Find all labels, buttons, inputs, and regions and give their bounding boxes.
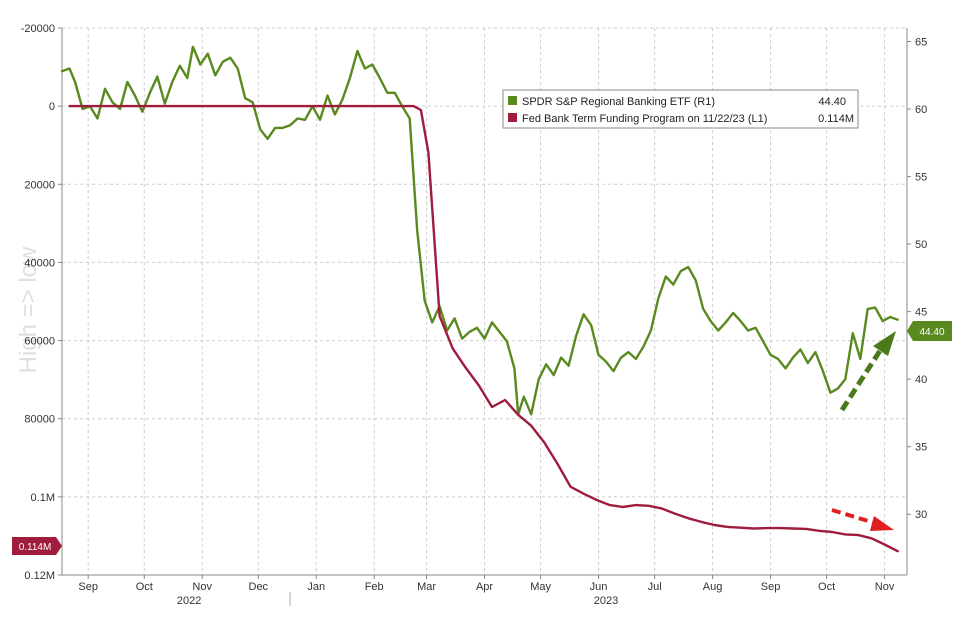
legend-box [502,89,859,129]
x-year-label: 2022 [177,595,201,607]
x-tick-label: Dec [249,581,269,593]
left-tick-label: 60000 [24,336,55,348]
trend-arrow-green-shaft [839,344,886,412]
trend-arrow-green-head [873,331,896,356]
legend-swatch-btfp [508,113,517,122]
x-tick-label: Aug [703,581,723,593]
x-tick-label: Apr [476,581,493,593]
trend-arrow-red [831,508,894,531]
x-axis: Sep Oct Nov Dec Jan Feb Mar Apr May Jun Jul Aug Sep O… [78,575,895,607]
x-tick-label: Oct [818,581,835,593]
x-tick-label: Sep [78,581,98,593]
right-tick-label: 35 [915,442,927,454]
left-tick-label: -20000 [21,23,55,35]
series-line-spdr-regional-banking-etf [60,45,899,416]
series-line-fed-btfp [68,104,899,553]
x-tick-label: Nov [875,581,895,593]
x-tick-label: Nov [192,581,212,593]
right-axis: 65 60 55 50 45 40 35 30 [907,37,927,521]
x-tick-label: Oct [136,581,153,593]
legend-value-spdr: 44.40 [818,96,846,108]
right-tick-label: 50 [915,239,927,251]
right-tick-label: 30 [915,509,927,521]
current-value-tag-btfp: 0.114M [12,537,62,555]
legend-swatch-spdr [508,96,517,105]
x-tick-label: Jun [590,581,608,593]
trend-arrow-red-shaft [831,508,879,526]
trend-arrow-green [839,331,896,412]
watermark: High => low [15,246,42,373]
left-tick-label: 40000 [24,257,55,269]
right-tick-label: 40 [915,374,927,386]
trend-arrow-red-head [870,516,894,531]
legend-label-spdr: SPDR S&P Regional Banking ETF (R1) [522,96,715,108]
current-value-tag-btfp-shape [12,537,62,555]
left-tick-label: 20000 [24,179,55,191]
legend-label-btfp: Fed Bank Term Funding Program on 11/22/2… [522,113,767,125]
current-value-tag-btfp-text: 0.114M [19,542,52,553]
right-tick-label: 45 [915,307,927,319]
right-tick-label: 65 [915,37,927,49]
left-tick-label: 0.1M [31,492,55,504]
x-tick-label: Jul [648,581,662,593]
series-layer [60,45,899,553]
x-tick-label: May [530,581,551,593]
current-value-tag-spdr-text: 44.40 [919,327,944,338]
legend-value-btfp: 0.114M [818,113,854,125]
legend: SPDR S&P Regional Banking ETF (R1) 44.40… [502,89,859,129]
left-tick-label: 0.12M [24,570,55,582]
x-tick-label: Sep [761,581,781,593]
right-tick-label: 55 [915,172,927,184]
x-year-label: 2023 [594,595,618,607]
x-tick-label: Jan [307,581,325,593]
x-tick-label: Mar [417,581,436,593]
left-tick-label: 80000 [24,414,55,426]
current-value-tag-spdr-shape [907,321,952,341]
left-tick-label: 0 [49,101,55,113]
right-tick-label: 60 [915,104,927,116]
current-value-tag-spdr: 44.40 [907,321,952,341]
x-tick-label: Feb [365,581,384,593]
left-axis: -20000 0 20000 40000 60000 80000 0.1M 0.12M [21,23,62,582]
